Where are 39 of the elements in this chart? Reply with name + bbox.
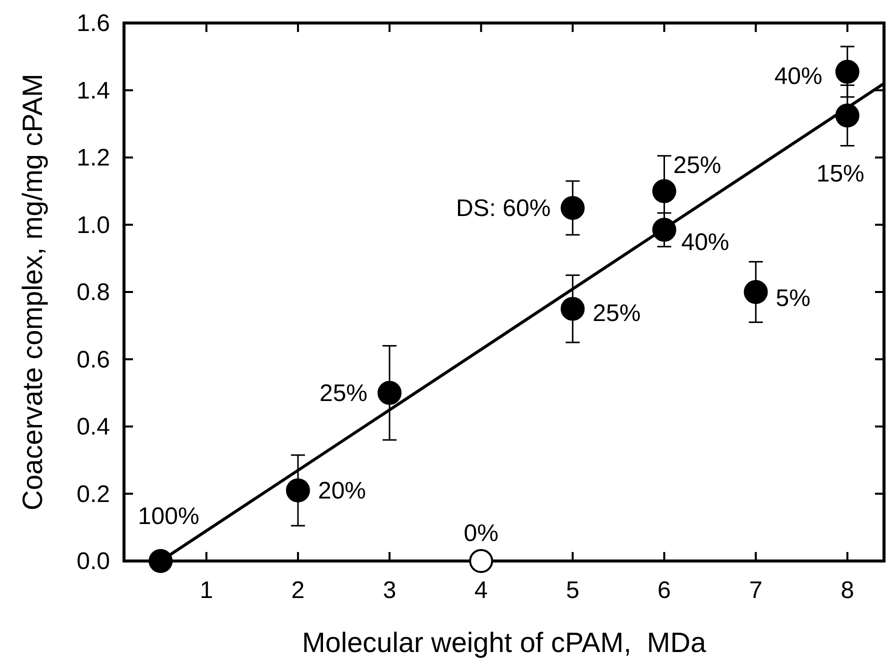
x-tick-label: 3 xyxy=(382,577,396,604)
y-axis-title: Coacervate complex, mg/mg cPAM xyxy=(17,74,48,510)
x-tick-label: 7 xyxy=(749,577,762,604)
x-tick-label: 1 xyxy=(200,577,214,604)
point xyxy=(835,60,860,84)
point xyxy=(744,280,768,304)
point xyxy=(469,549,494,573)
annotation: 25% xyxy=(592,300,641,327)
x-tick-label: 6 xyxy=(658,577,671,604)
x-tick-label: 4 xyxy=(474,577,488,604)
y-tick-label: 1.0 xyxy=(76,212,110,239)
annotation: DS: 60% xyxy=(456,194,551,222)
y-tick-label: 0.6 xyxy=(76,346,110,374)
annotation: 15% xyxy=(816,160,864,188)
point xyxy=(560,296,585,321)
point xyxy=(560,196,585,220)
point xyxy=(378,380,402,405)
y-tick-label: 0.8 xyxy=(76,279,110,306)
annotation: 40% xyxy=(774,62,822,90)
point xyxy=(652,179,676,204)
annotation: 25% xyxy=(673,152,722,180)
annotation: 0% xyxy=(464,520,498,547)
x-tick-label: 5 xyxy=(566,577,580,604)
annotation: 5% xyxy=(776,285,810,312)
point xyxy=(148,549,173,573)
x-tick-label: 2 xyxy=(291,577,305,604)
y-tick-label: 1.6 xyxy=(76,10,110,37)
point xyxy=(286,478,310,502)
annotation: 20% xyxy=(318,477,366,504)
annotation: 40% xyxy=(681,228,730,256)
y-tick-label: 1.2 xyxy=(76,144,110,172)
x-axis-title: Molecular weight of cPAM, MDa xyxy=(302,627,706,658)
y-tick-label: 1.4 xyxy=(76,77,110,104)
annotation: 25% xyxy=(319,380,368,407)
annotation: 100% xyxy=(138,503,200,530)
x-tick-label: 8 xyxy=(840,577,854,604)
y-tick-label: 0.2 xyxy=(76,480,110,508)
y-tick-label: 0.4 xyxy=(76,414,110,440)
y-tick-label: 0.0 xyxy=(76,548,110,575)
